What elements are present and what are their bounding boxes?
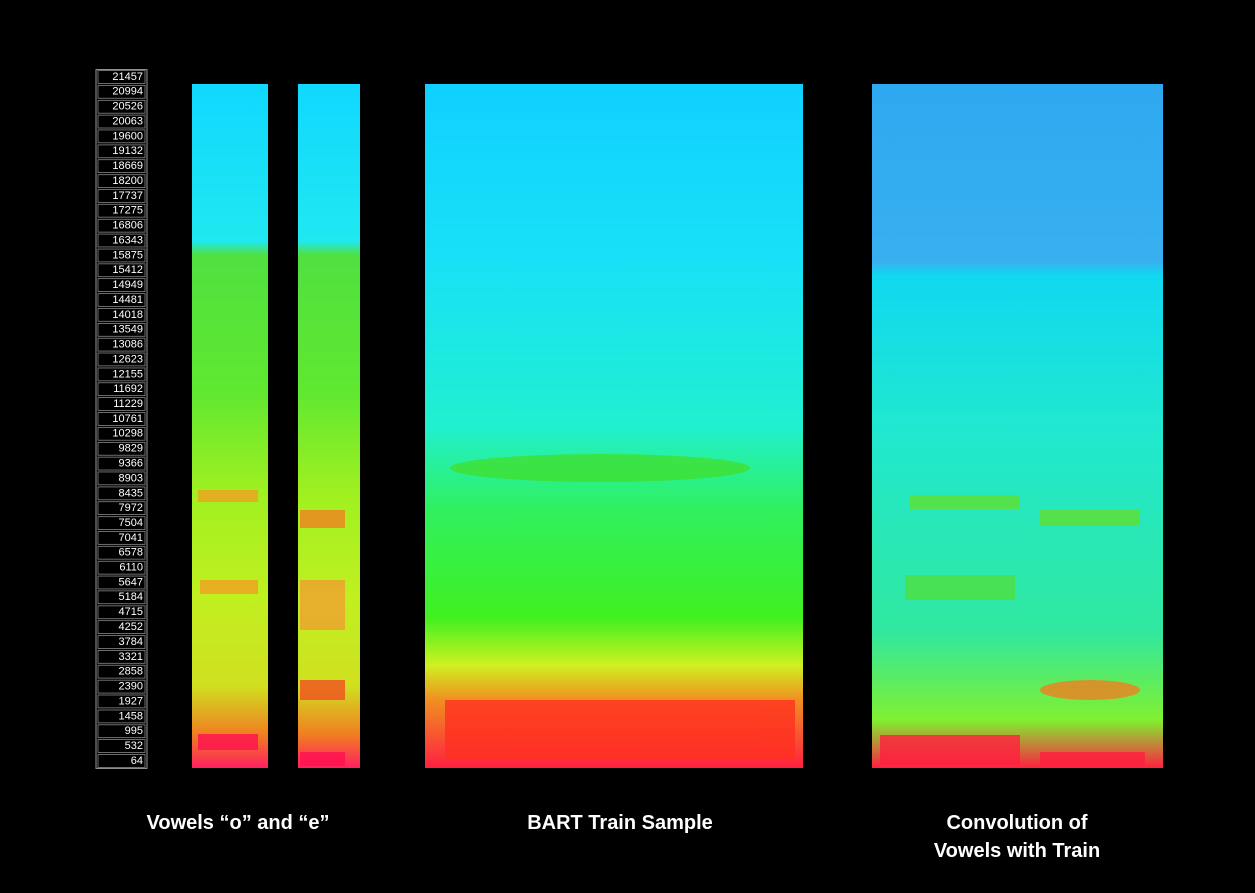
spectrogram-vowel-e bbox=[298, 84, 360, 768]
caption: BART Train Sample bbox=[527, 812, 713, 834]
y-tick-label: 995 bbox=[125, 725, 143, 737]
y-tick-label: 8435 bbox=[119, 487, 143, 499]
band bbox=[1040, 680, 1140, 700]
y-tick-label: 13549 bbox=[112, 324, 143, 336]
y-tick-label: 10298 bbox=[112, 428, 143, 440]
y-tick-label: 3321 bbox=[119, 651, 143, 663]
band bbox=[1040, 752, 1145, 766]
y-tick-label: 14018 bbox=[112, 309, 143, 321]
y-tick-label: 20526 bbox=[112, 101, 143, 113]
y-tick-label: 532 bbox=[125, 740, 143, 752]
spectrogram-convolution bbox=[872, 84, 1163, 768]
band bbox=[300, 752, 345, 766]
y-tick-label: 20994 bbox=[112, 86, 143, 98]
y-tick-label: 6110 bbox=[119, 562, 143, 574]
y-tick-label: 2390 bbox=[119, 681, 143, 693]
y-tick-label: 20063 bbox=[112, 115, 143, 127]
band bbox=[300, 580, 345, 630]
caption: Vowels with Train bbox=[934, 840, 1100, 862]
y-tick-label: 9366 bbox=[119, 457, 143, 469]
y-tick-label: 5184 bbox=[119, 591, 143, 603]
y-tick-label: 8903 bbox=[119, 472, 143, 484]
y-tick-label: 1458 bbox=[119, 710, 143, 722]
band bbox=[905, 575, 1015, 600]
y-tick-label: 13086 bbox=[112, 339, 143, 351]
y-tick-label: 12155 bbox=[112, 368, 143, 380]
band bbox=[198, 490, 258, 502]
spectrogram-train bbox=[425, 84, 803, 768]
band bbox=[200, 580, 258, 594]
y-tick-label: 14481 bbox=[112, 294, 143, 306]
y-tick-label: 19600 bbox=[112, 130, 143, 142]
y-tick-label: 15875 bbox=[112, 249, 143, 261]
y-tick-label: 3784 bbox=[119, 636, 143, 648]
y-tick-label: 17737 bbox=[112, 190, 143, 202]
y-tick-label: 9829 bbox=[119, 443, 143, 455]
y-tick-label: 16343 bbox=[112, 234, 143, 246]
y-tick-label: 4715 bbox=[119, 606, 143, 618]
y-tick-label: 15412 bbox=[112, 264, 143, 276]
y-tick-label: 6578 bbox=[119, 547, 143, 559]
y-tick-label: 21457 bbox=[112, 71, 143, 83]
caption: Vowels “o” and “e” bbox=[147, 812, 330, 834]
spectrogram-vowel-o bbox=[192, 84, 268, 768]
y-tick-label: 18200 bbox=[112, 175, 143, 187]
band bbox=[300, 680, 345, 700]
y-tick-label: 11692 bbox=[113, 383, 143, 395]
y-tick-label: 4252 bbox=[119, 621, 143, 633]
y-tick-label: 17275 bbox=[112, 205, 143, 217]
band bbox=[445, 700, 795, 760]
band bbox=[198, 734, 258, 750]
y-tick-label: 1927 bbox=[119, 695, 143, 707]
y-tick-label: 7972 bbox=[119, 502, 143, 514]
y-tick-label: 5647 bbox=[119, 576, 143, 588]
y-tick-label: 18669 bbox=[112, 160, 143, 172]
y-tick-label: 14949 bbox=[112, 279, 143, 291]
y-tick-label: 10761 bbox=[112, 413, 143, 425]
band bbox=[450, 454, 750, 482]
y-tick-label: 7041 bbox=[119, 532, 143, 544]
y-tick-label: 7504 bbox=[119, 517, 143, 529]
band bbox=[910, 495, 1020, 509]
figure: 64 532 995 1458 1927 2390 2858 3321 3784 4252 4715… bbox=[0, 0, 1255, 893]
y-tick-label: 19132 bbox=[112, 145, 143, 157]
band bbox=[300, 510, 345, 528]
y-tick-label: 64 bbox=[131, 755, 143, 767]
y-tick-label: 12623 bbox=[112, 353, 143, 365]
y-tick-label: 2858 bbox=[119, 666, 143, 678]
y-tick-label: 16806 bbox=[112, 220, 143, 232]
caption: Convolution of bbox=[946, 812, 1087, 834]
band bbox=[880, 735, 1020, 765]
y-tick-label: 11229 bbox=[113, 398, 143, 410]
band bbox=[1040, 510, 1140, 526]
